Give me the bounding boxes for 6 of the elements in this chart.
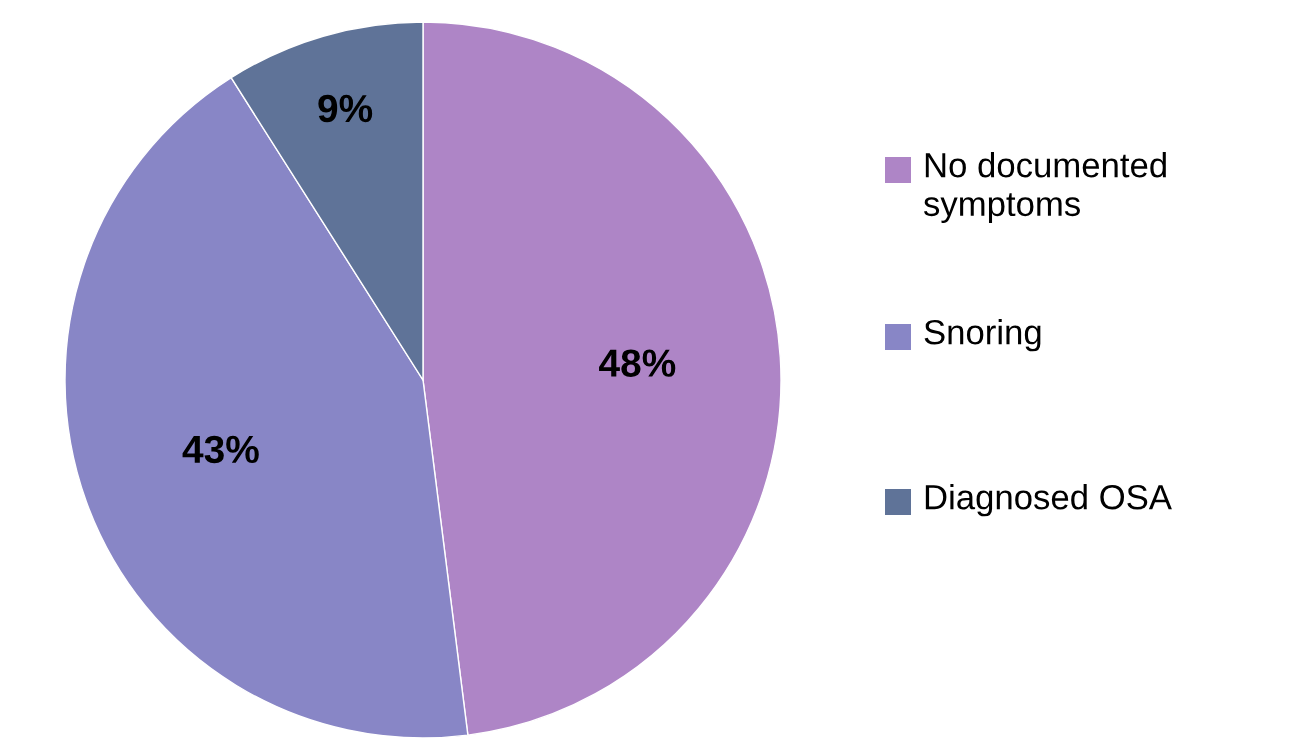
data-label: 48% [599, 349, 676, 377]
data-label: 9% [318, 94, 373, 123]
legend-label: Diagnosed OSA [925, 484, 1172, 517]
legend-label: Snoring [924, 319, 1041, 352]
legend-label: No documented symptoms [923, 152, 1166, 224]
data-label: 43% [182, 435, 259, 464]
